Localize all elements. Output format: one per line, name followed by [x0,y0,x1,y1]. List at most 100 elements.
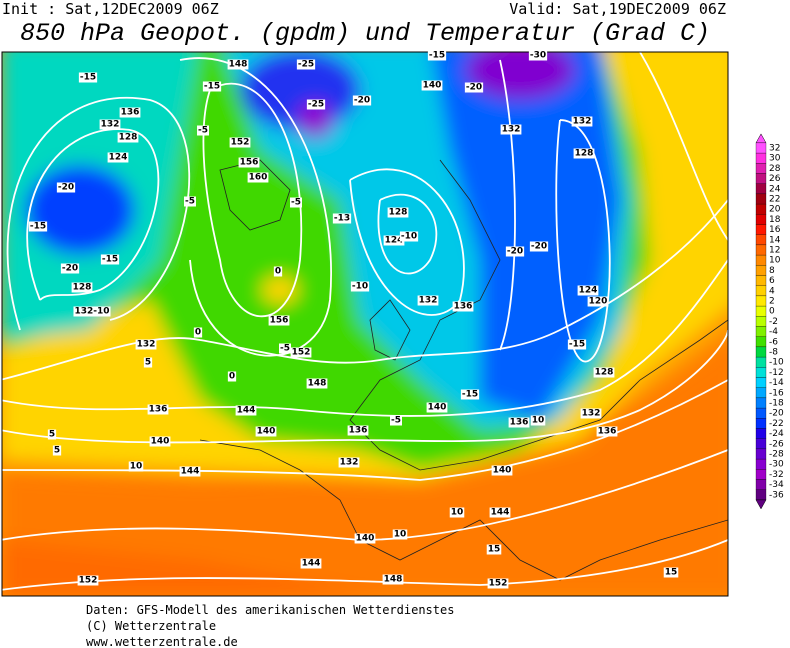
contour-label-box [197,125,209,136]
contour-label-box [247,172,269,183]
contour-label-box [332,213,352,224]
colorbar-band [755,448,767,460]
contour-label: 124 [385,236,404,246]
contour-label: 136 [121,108,140,118]
contour-label: -30 [530,51,546,61]
colorbar-label: -18 [769,399,784,409]
contour-label: -20 [531,242,547,252]
contour-label: -5 [291,198,301,208]
contour-label: 128 [575,149,594,159]
colorbar-arrow [755,499,767,510]
contour-label-box [290,197,302,208]
contour-label: -20 [466,83,482,93]
contour-label: 5 [49,430,55,440]
colorbar-label: -34 [769,480,784,490]
contour-label-box [143,357,153,368]
contour-label-box [28,221,48,232]
colorbar-band [755,397,767,409]
contour-label: 136 [149,405,168,415]
contour-label-box [193,327,203,338]
init-time: Init : Sat,12DEC2009 06Z [2,0,219,18]
contour-label: 15 [488,545,501,555]
contour-label-box [663,567,679,578]
contour-label: 152 [489,579,508,589]
colorbar-label: 4 [769,286,775,296]
colorbar-label: 26 [769,174,781,184]
colorbar-band [755,254,767,266]
contour-label-box [383,235,405,246]
contour-label: -10 [352,282,368,292]
contour-label: -15 [462,390,478,400]
colorbar-label: -6 [769,337,778,347]
contour-label: -10 [401,232,417,242]
colorbar-label: 14 [769,235,781,245]
contour-label-box [486,544,502,555]
contour-label-box [508,417,530,428]
colorbar-label: 22 [769,195,780,205]
contour-label: 136 [598,427,617,437]
contour-label: -20 [354,96,370,106]
colorbar-label: 24 [769,184,781,194]
contour-label: 140 [428,403,447,413]
contour-label-box [56,182,76,193]
contour-label: 144 [491,508,510,518]
contour-label: 140 [257,427,276,437]
contour-label-box [354,533,376,544]
contour-label: 140 [493,466,512,476]
contour-label-box [390,415,402,426]
contour-label: 0 [229,372,235,382]
colorbar-band [755,438,767,450]
contour-label-box [528,50,548,61]
contour-label: 0 [275,267,281,277]
contour-label-box [47,429,57,440]
colorbar-band [755,173,767,184]
colorbar-label: 30 [769,154,781,164]
contour-label-box [449,507,465,518]
colorbar-band [755,407,767,419]
contour-label-box [107,152,129,163]
contour-label-box [78,72,98,83]
contour-label: 152 [292,348,311,358]
colorbar-label: 0 [769,307,775,317]
colorbar-band [755,305,767,317]
contour-label-box [347,425,369,436]
contour-label: -15 [30,222,46,232]
colorbar-band [755,377,767,388]
contour-label-box [100,254,120,265]
colorbar-band [755,458,767,470]
contour-label-box [567,339,587,350]
contour-label-box [238,157,260,168]
colorbar-band [755,214,767,225]
contour-label: 144 [181,467,200,477]
contour-label: 10 [394,530,407,540]
contour-label-box [489,507,511,518]
contour-label: 10 [451,508,464,518]
contour-label-box [77,575,99,586]
contour-label: 132 [502,125,521,135]
colorbar-band [755,346,767,358]
contour-label: 144 [302,559,321,569]
contour-label: -15 [204,82,220,92]
contour-label: 148 [229,60,248,70]
colorbar-label: -22 [769,419,784,429]
colorbar-band [755,142,767,154]
colorbar-band [755,285,767,297]
contour-label: 128 [595,368,614,378]
contour-label: 0 [195,328,201,338]
contour-label: 140 [151,437,170,447]
contour-label: -15 [80,73,96,83]
colorbar-label: 8 [769,266,775,276]
contour-label-box [273,266,283,277]
colorbar-band [755,203,767,215]
contour-label: 144 [237,406,256,416]
contour-label-box [290,347,312,358]
colorbar-label: -20 [769,409,784,419]
contour-label-box [99,119,121,130]
contour-label-box [460,389,480,400]
contour-label: -5 [198,126,208,136]
contour-label: 128 [73,283,92,293]
contour-label: -20 [62,264,78,274]
contour-label-box [387,207,409,218]
contour-label: 136 [349,426,368,436]
